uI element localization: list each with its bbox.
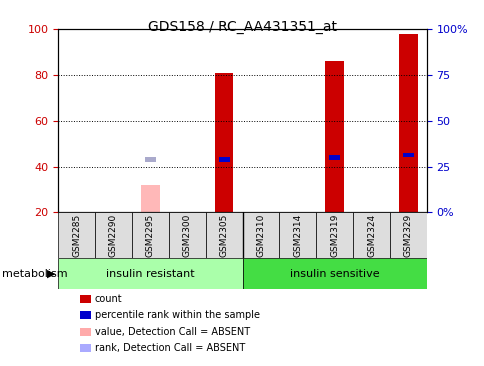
Text: GSM2324: GSM2324 [366,214,375,257]
Text: insulin resistant: insulin resistant [106,269,194,279]
Text: GSM2290: GSM2290 [109,213,118,257]
FancyBboxPatch shape [242,212,279,258]
Text: value, Detection Call = ABSENT: value, Detection Call = ABSENT [94,326,249,337]
FancyBboxPatch shape [389,212,426,258]
Text: insulin sensitive: insulin sensitive [289,269,378,279]
FancyBboxPatch shape [95,212,132,258]
Text: GSM2310: GSM2310 [256,213,265,257]
Text: metabolism: metabolism [2,269,68,279]
FancyBboxPatch shape [279,212,316,258]
Bar [145,157,155,162]
Text: GDS158 / RC_AA431351_at: GDS158 / RC_AA431351_at [148,20,336,34]
Text: GSM2305: GSM2305 [219,213,228,257]
Text: rank, Detection Call = ABSENT: rank, Detection Call = ABSENT [94,343,244,353]
FancyBboxPatch shape [205,212,242,258]
FancyBboxPatch shape [58,212,95,258]
Text: ▶: ▶ [47,269,56,279]
Text: percentile rank within the sample: percentile rank within the sample [94,310,259,320]
FancyBboxPatch shape [168,212,205,258]
Bar [141,185,159,212]
Text: count: count [94,294,122,304]
FancyBboxPatch shape [132,212,168,258]
Text: GSM2319: GSM2319 [330,213,338,257]
Bar [214,73,233,212]
Bar [402,153,413,157]
Bar [398,34,417,212]
FancyBboxPatch shape [58,258,242,289]
Bar [325,61,343,212]
FancyBboxPatch shape [352,212,389,258]
FancyBboxPatch shape [242,258,426,289]
Text: GSM2314: GSM2314 [293,213,302,257]
Text: GSM2295: GSM2295 [146,213,154,257]
Bar [218,157,229,162]
FancyBboxPatch shape [316,212,352,258]
Text: GSM2329: GSM2329 [403,213,412,257]
Text: GSM2285: GSM2285 [72,213,81,257]
Text: GSM2300: GSM2300 [182,213,191,257]
Bar [329,155,339,160]
